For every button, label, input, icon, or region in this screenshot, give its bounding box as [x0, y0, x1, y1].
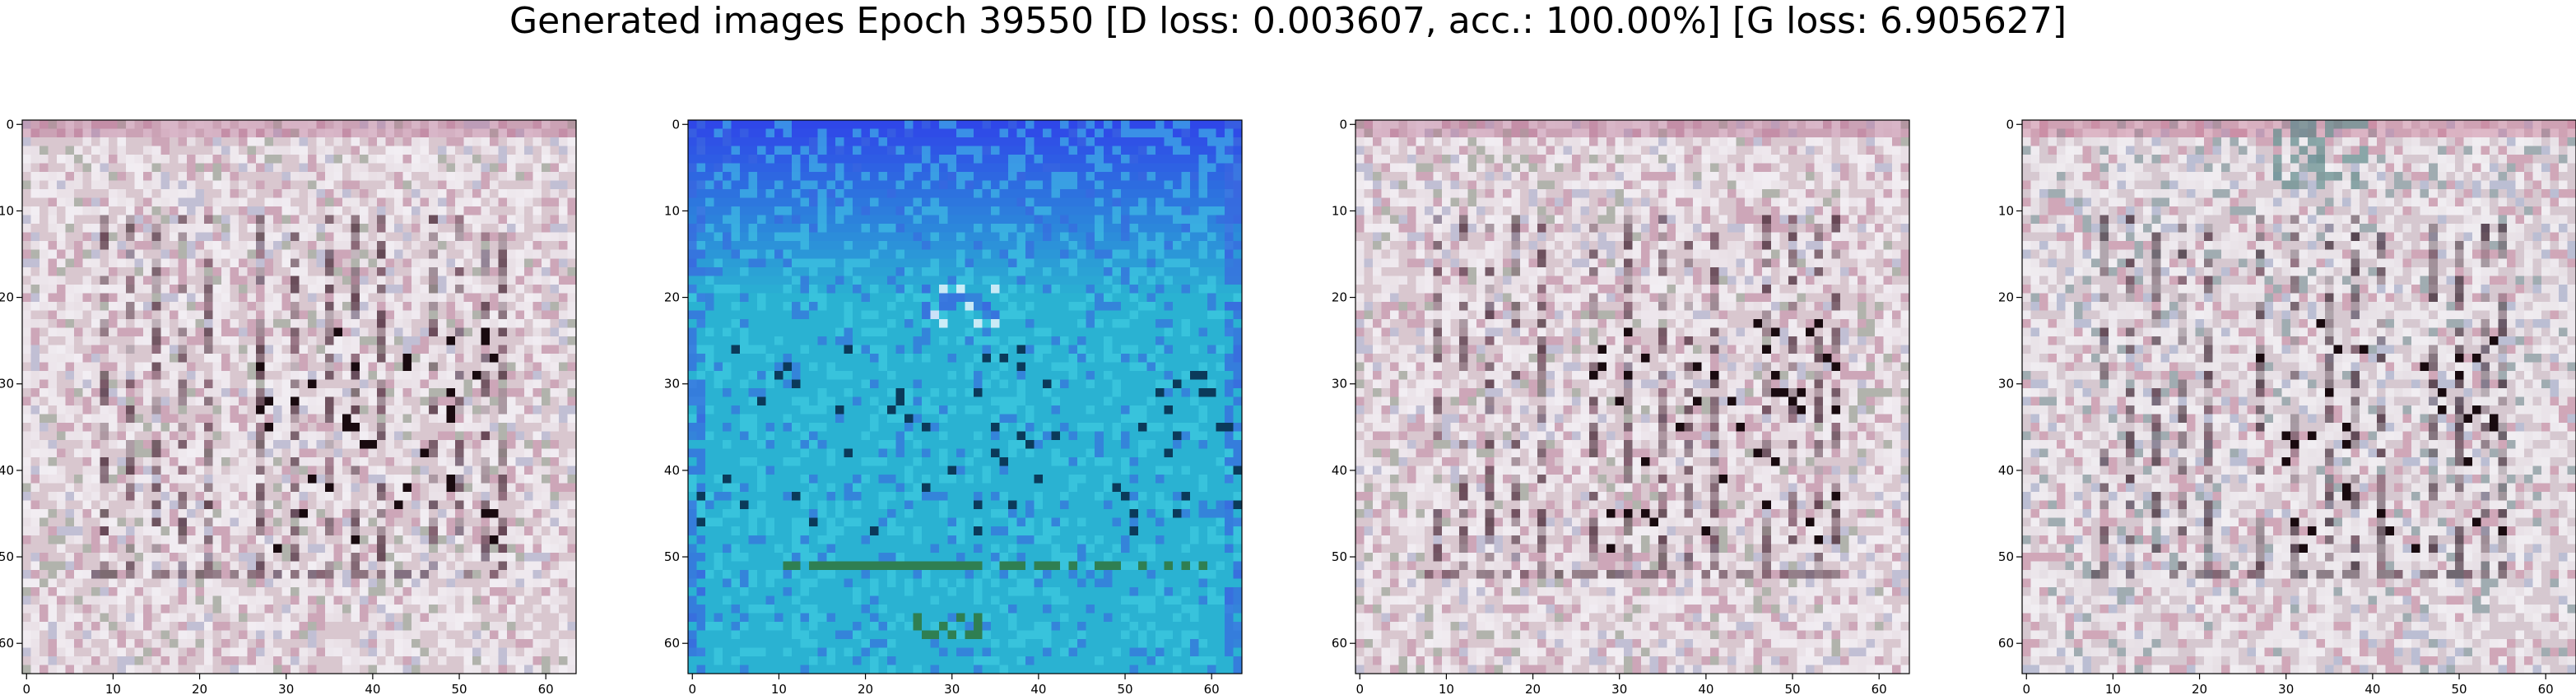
- x-tick-label: 20: [192, 682, 207, 695]
- x-tick-label: 0: [688, 682, 696, 695]
- y-tick-label: 50: [1998, 549, 2014, 564]
- y-tick-label: 50: [1332, 549, 1347, 564]
- x-tick-label: 20: [1525, 682, 1541, 695]
- y-tick-label: 0: [2006, 117, 2014, 132]
- y-tick-label: 50: [664, 549, 680, 564]
- image-panel-1: 0 10 20 30 40 50 60 0 10 20 30 40 50 60: [0, 117, 576, 695]
- x-tick-label: 50: [451, 682, 467, 695]
- y-tick-label: 30: [1332, 377, 1347, 392]
- x-tick-label: 10: [2105, 682, 2121, 695]
- y-tick-label: 0: [1339, 117, 1347, 132]
- x-tick-label: 50: [1117, 682, 1132, 695]
- x-tick-label: 10: [105, 682, 121, 695]
- x-tick-label: 20: [2192, 682, 2207, 695]
- x-tick-label: 20: [858, 682, 873, 695]
- x-tick-label: 50: [2451, 682, 2467, 695]
- y-tick-label: 30: [1998, 377, 2014, 392]
- generated-image-2: [688, 120, 1242, 674]
- y-tick-label: 60: [1332, 636, 1347, 651]
- image-panel-3: 0 10 20 30 40 50 60 0 10 20 30 40 50 60: [1332, 117, 1909, 695]
- y-tick-label: 30: [664, 377, 680, 392]
- y-tick-label: 40: [1332, 463, 1347, 478]
- y-tick-label: 20: [1332, 290, 1347, 305]
- x-tick-label: 10: [771, 682, 787, 695]
- y-tick-label: 10: [664, 203, 680, 218]
- y-tick-label: 20: [1998, 290, 2014, 305]
- x-tick-label: 30: [944, 682, 960, 695]
- x-tick-label: 40: [2364, 682, 2380, 695]
- image-panel-4: 0 10 20 30 40 50 60 0 10 20 30 40 50 60: [1998, 117, 2576, 695]
- generated-image-4: [2022, 120, 2576, 674]
- x-tick-label: 30: [278, 682, 294, 695]
- x-tick-label: 60: [1872, 682, 1887, 695]
- generated-image-3: [1355, 120, 1909, 674]
- y-tick-label: 0: [6, 117, 14, 132]
- x-tick-label: 60: [1204, 682, 1220, 695]
- x-tick-label: 0: [22, 682, 30, 695]
- x-tick-label: 0: [2022, 682, 2030, 695]
- x-tick-label: 0: [1355, 682, 1364, 695]
- y-tick-label: 20: [0, 290, 14, 305]
- y-tick-label: 40: [664, 463, 680, 478]
- y-tick-label: 10: [1998, 203, 2014, 218]
- y-tick-label: 0: [672, 117, 680, 132]
- x-tick-label: 30: [2278, 682, 2294, 695]
- y-tick-label: 20: [664, 290, 680, 305]
- y-tick-label: 40: [0, 463, 14, 478]
- y-tick-label: 50: [0, 549, 14, 564]
- y-tick-label: 10: [1332, 203, 1347, 218]
- x-tick-label: 30: [1611, 682, 1627, 695]
- x-tick-label: 60: [538, 682, 554, 695]
- y-tick-label: 40: [1998, 463, 2014, 478]
- x-tick-label: 40: [1030, 682, 1046, 695]
- y-tick-label: 60: [1998, 636, 2014, 651]
- x-tick-label: 10: [1439, 682, 1454, 695]
- x-tick-label: 40: [1698, 682, 1713, 695]
- image-panel-2: 0 10 20 30 40 50 60 0 10 20 30 40 50 60: [664, 117, 1242, 695]
- y-tick-label: 10: [0, 203, 14, 218]
- generated-image-1: [22, 120, 576, 674]
- y-tick-label: 60: [0, 636, 14, 651]
- x-tick-label: 40: [365, 682, 380, 695]
- x-tick-label: 60: [2538, 682, 2554, 695]
- y-tick-label: 30: [0, 377, 14, 392]
- x-tick-label: 50: [1784, 682, 1800, 695]
- y-tick-label: 60: [664, 636, 680, 651]
